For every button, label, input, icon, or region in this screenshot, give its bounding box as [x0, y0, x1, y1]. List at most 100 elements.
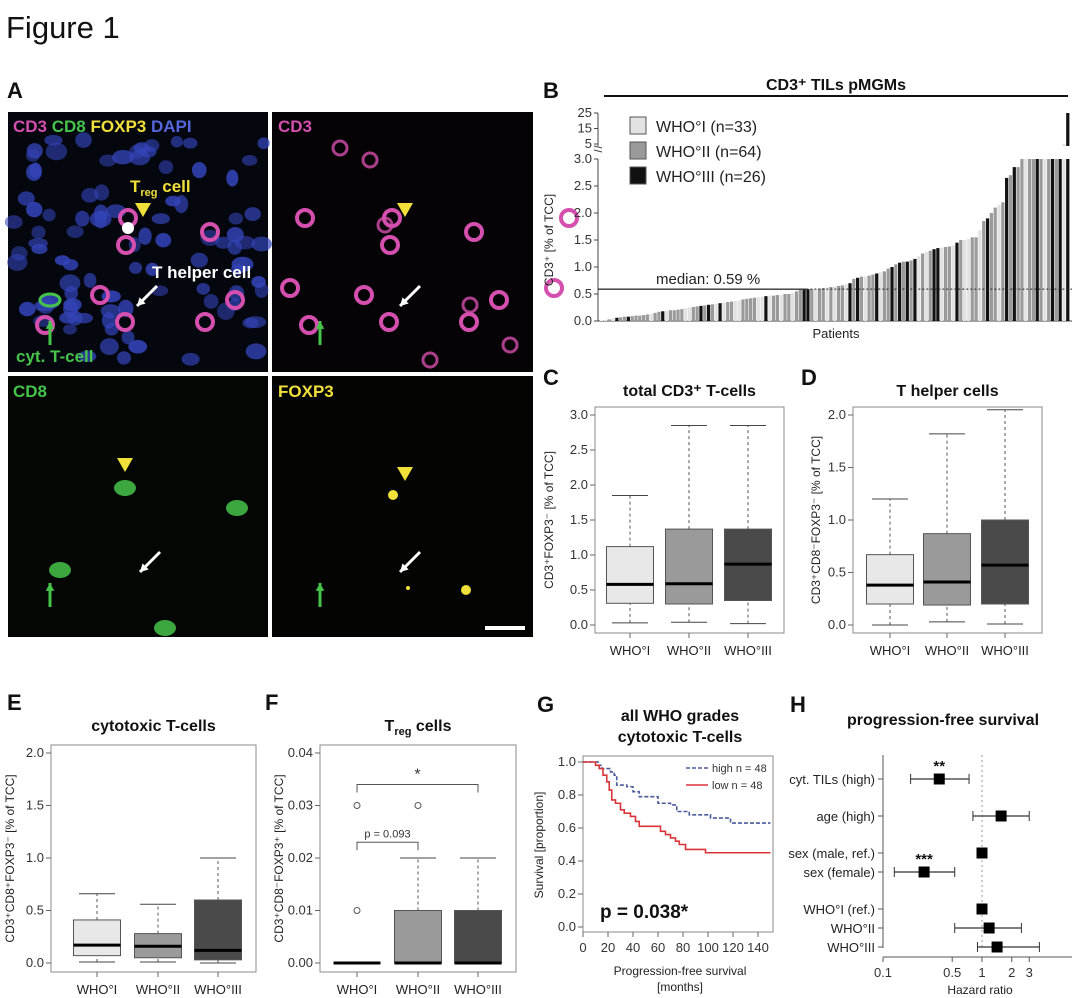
patient-bar — [978, 230, 982, 321]
cd3-cell — [361, 151, 379, 169]
patient-bar — [997, 204, 1001, 321]
patient-bar — [859, 276, 864, 321]
nucleus-dapi — [29, 162, 42, 179]
patient-bar — [810, 289, 814, 321]
patient-bar — [806, 289, 810, 321]
x-tick-label: 1 — [978, 965, 985, 980]
patient-bar — [821, 288, 825, 321]
cd3-cell — [225, 290, 245, 310]
patient-bar — [963, 240, 967, 321]
nucleus-dapi — [63, 324, 77, 335]
arrowhead-icon — [397, 203, 413, 217]
patient-bar — [607, 319, 611, 321]
treg-cell-label: Treg cell — [130, 177, 191, 199]
x-tick-label: 140 — [747, 940, 769, 955]
arrowhead-icon — [397, 467, 413, 481]
micrograph-foxp3 — [272, 376, 533, 637]
patient-bar — [634, 315, 638, 321]
y-tick-label: 0.5 — [570, 582, 588, 597]
patient-bar — [691, 306, 695, 321]
patient-bar — [611, 318, 615, 321]
outlier-point — [414, 802, 422, 809]
patient-bar — [989, 213, 993, 321]
hazard-ratio-point — [976, 847, 988, 859]
y-tick-label: 0.02 — [288, 850, 313, 865]
nucleus-dapi — [234, 235, 256, 250]
patient-bar — [836, 285, 841, 321]
nucleus-dapi — [190, 252, 208, 268]
nucleus-dapi — [155, 233, 172, 248]
hazard-ratio-point — [983, 922, 995, 934]
title-sub: reg — [394, 726, 411, 738]
patient-bar — [894, 264, 898, 321]
nucleus-dapi — [151, 213, 170, 225]
y-tick-label: 0.2 — [558, 886, 576, 901]
chart-title: progression-free survival — [847, 712, 1039, 729]
nucleus-dapi — [42, 208, 56, 222]
patient-bar — [1027, 159, 1032, 321]
patient-bar — [729, 301, 734, 321]
x-tick-label: 3 — [1026, 965, 1033, 980]
cd3-cell — [421, 351, 439, 369]
row-label: WHO°II — [831, 921, 875, 936]
patient-bar — [959, 240, 963, 321]
box — [923, 533, 971, 606]
patient-bar — [603, 319, 608, 321]
cd3-cell — [295, 208, 315, 228]
y-tick-label: 0.00 — [288, 955, 313, 970]
arrowhead-icon — [117, 458, 133, 472]
patient-bar — [638, 315, 642, 321]
nucleus-dapi — [181, 352, 200, 366]
patient-bar — [970, 237, 974, 321]
patient-bar — [844, 284, 848, 321]
patient-bar — [813, 289, 818, 321]
patient-bar — [920, 253, 925, 321]
x-tick-label: 120 — [722, 940, 744, 955]
nucleus-dapi — [59, 312, 79, 324]
cd3-cell — [559, 208, 579, 228]
cd8-panel-label: CD8 — [13, 382, 47, 401]
panel-label: E — [7, 690, 22, 715]
nucleus-dapi — [128, 339, 148, 354]
panel-label: C — [543, 365, 559, 390]
cyt-t-cell-label: cyt. T-cell — [16, 347, 93, 366]
nucleus-dapi — [66, 225, 84, 238]
chart-title: CD3⁺ TILs pMGMs — [766, 77, 906, 94]
patient-bar — [871, 274, 875, 321]
nucleus-dapi — [158, 160, 174, 175]
arrow-icon — [45, 321, 55, 329]
nucleus-dapi — [200, 229, 220, 246]
nucleus-dapi — [138, 227, 152, 245]
patient-bar — [703, 305, 707, 321]
nucleus-dapi — [25, 149, 40, 162]
scale-bar — [485, 626, 525, 630]
patient-bar — [928, 250, 932, 321]
patient-bar — [875, 273, 879, 321]
patient-bar — [947, 246, 951, 321]
outlier-point — [353, 802, 361, 809]
patient-bar — [722, 302, 726, 321]
t-helper-cell-label: T helper cell — [152, 263, 251, 282]
cd3-cell — [299, 315, 319, 335]
cd3-cell — [489, 290, 509, 310]
y-tick-label: 2.0 — [574, 205, 592, 220]
y-axis-label: CD3⁺ [% of TCC] — [542, 194, 556, 286]
patient-bar — [668, 310, 673, 321]
row-label: age (high) — [816, 809, 875, 824]
nucleus-dapi — [78, 350, 97, 362]
patient-bar — [863, 276, 867, 321]
x-tick-label: WHO°III — [724, 643, 772, 658]
nucleus-dapi — [251, 275, 266, 288]
patient-bar — [878, 272, 883, 321]
chart-title: cytotoxic T-cells — [618, 729, 743, 746]
arrow-icon — [137, 297, 146, 306]
y-tick-label: 0.0 — [570, 617, 588, 632]
cd8-cell — [114, 480, 136, 496]
patient-bar — [1054, 159, 1058, 321]
chart-title: T helper cells — [896, 383, 998, 400]
cd8-cell — [154, 620, 176, 636]
patient-bar — [1066, 159, 1070, 321]
legend-label: high n = 48 — [712, 763, 767, 775]
x-axis-label: Patients — [813, 326, 860, 341]
chart-c: total CD3⁺ T-cells 0.0 0.5 1.0 1.5 2.0 2.5 3.0 W… — [570, 383, 785, 658]
